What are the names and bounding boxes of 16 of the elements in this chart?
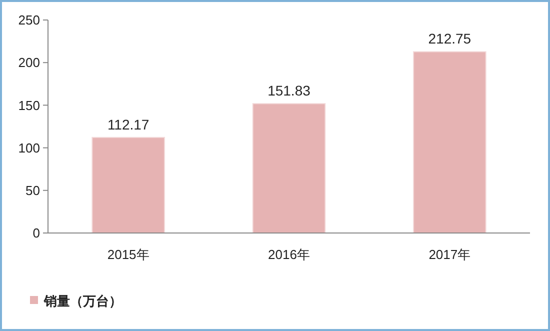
y-tick-label: 100 <box>18 140 40 156</box>
legend-label: 销量（万台） <box>43 294 122 309</box>
y-tick-label: 0 <box>32 226 40 241</box>
data-label: 151.83 <box>268 82 311 99</box>
x-tick-label: 2016年 <box>268 247 310 262</box>
data-label: 112.17 <box>107 116 150 132</box>
data-label: 212.75 <box>428 30 472 47</box>
y-tick-label: 200 <box>18 55 40 70</box>
y-tick-label: 150 <box>18 98 40 113</box>
bar <box>413 51 486 234</box>
y-tick-label: 250 <box>18 12 40 28</box>
x-tick-label: 2015年 <box>107 247 150 262</box>
bar <box>252 103 326 234</box>
x-tick-label: 2017年 <box>428 247 471 262</box>
bar <box>92 136 165 234</box>
y-tick-label: 50 <box>26 182 40 198</box>
